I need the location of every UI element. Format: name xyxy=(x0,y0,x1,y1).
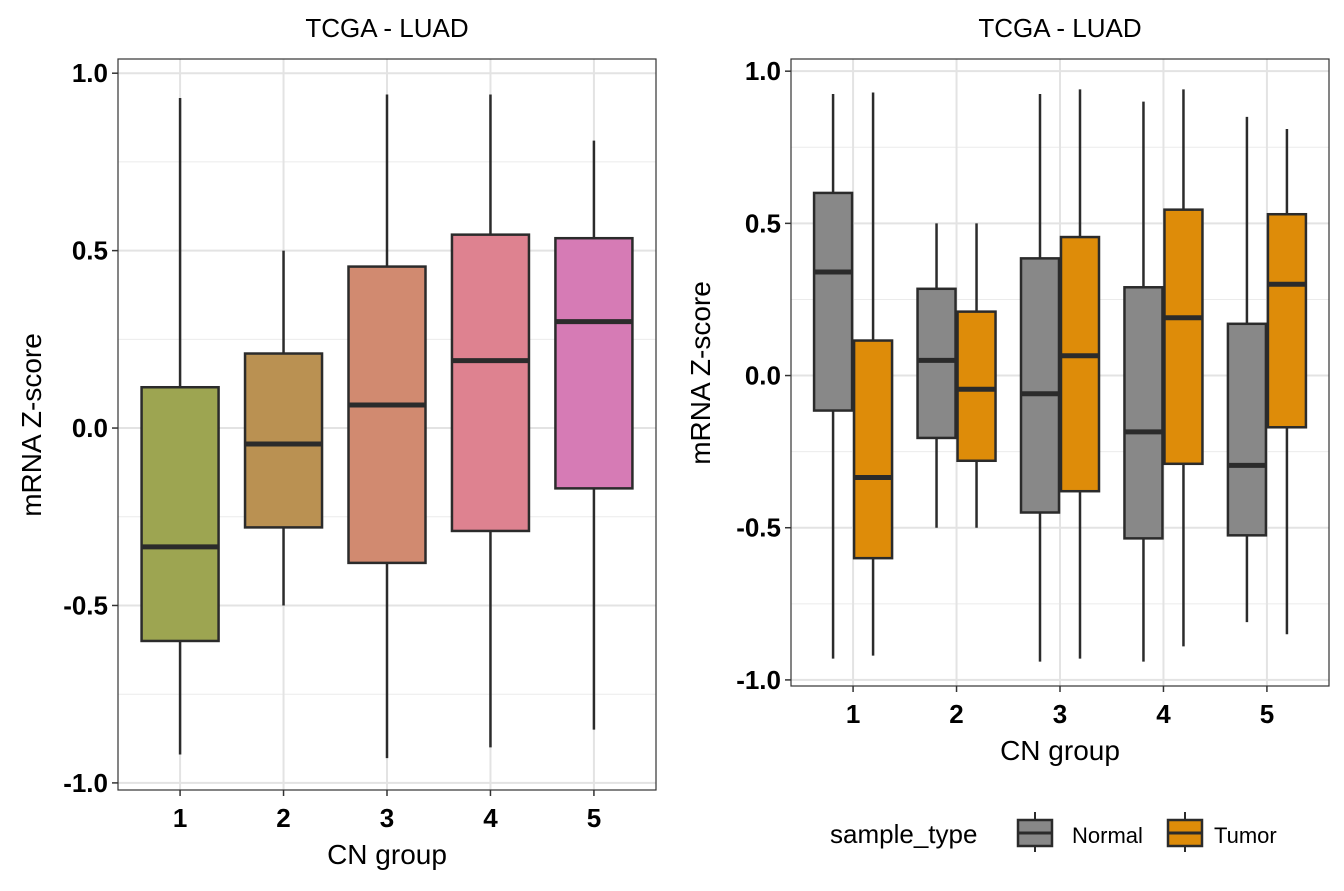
box-body xyxy=(1163,208,1204,466)
box-body xyxy=(140,385,220,643)
left-panel-title: TCGA - LUAD xyxy=(305,13,468,43)
left-y-axis-title: mRNA Z-score xyxy=(16,333,47,517)
y-tick-label: -0.5 xyxy=(736,513,781,543)
y-tick-label: -1.0 xyxy=(63,768,108,798)
legend-label-tumor: Tumor xyxy=(1214,823,1277,848)
box-tumor-cn2 xyxy=(956,223,997,528)
box-cn5 xyxy=(554,140,634,730)
box-body xyxy=(243,352,324,529)
box-body xyxy=(347,265,427,565)
x-tick-label: 5 xyxy=(587,803,601,833)
left-y-ticks: -1.0 -0.5 0.0 0.5 1.0 xyxy=(63,58,118,798)
box-tumor-cn1 xyxy=(852,92,894,656)
box-normal-cn2 xyxy=(916,223,957,528)
y-tick-label: 1.0 xyxy=(745,56,781,86)
box-cn1 xyxy=(140,98,220,755)
right-y-axis-title: mRNA Z-score xyxy=(685,281,716,465)
box-body xyxy=(852,339,894,560)
box-body xyxy=(1059,235,1101,493)
right-panel: TCGA - LUAD CN group mRNA Z-score -1.0 -0… xyxy=(685,13,1330,766)
y-tick-label: 0.0 xyxy=(745,361,781,391)
y-tick-label: 0.0 xyxy=(72,413,108,443)
box-normal-cn1 xyxy=(812,94,854,659)
x-tick-label: 5 xyxy=(1260,699,1274,729)
x-tick-label: 1 xyxy=(173,803,187,833)
box-tumor-cn5 xyxy=(1266,129,1308,635)
legend-label-normal: Normal xyxy=(1072,823,1143,848)
y-tick-label: 0.5 xyxy=(745,208,781,238)
box-normal-cn5 xyxy=(1226,116,1268,623)
x-tick-label: 3 xyxy=(380,803,394,833)
box-body xyxy=(554,236,634,490)
box-body xyxy=(1266,212,1308,429)
legend-title: sample_type xyxy=(830,819,977,849)
box-cn3 xyxy=(347,94,427,759)
left-boxes xyxy=(140,94,634,759)
box-normal-cn4 xyxy=(1123,101,1164,662)
right-x-ticks: 1 2 3 4 5 xyxy=(846,686,1274,729)
y-tick-label: -1.0 xyxy=(736,665,781,695)
left-panel: TCGA - LUAD CN group mRNA Z-score -1.0 -0… xyxy=(16,13,657,870)
box-body xyxy=(812,191,854,412)
x-tick-label: 4 xyxy=(483,803,498,833)
legend: sample_type Normal Tumor xyxy=(830,812,1277,852)
box-tumor-cn3 xyxy=(1059,89,1101,659)
legend-key-tumor xyxy=(1166,812,1204,852)
right-x-axis-title: CN group xyxy=(1000,735,1120,766)
box-normal-cn3 xyxy=(1019,94,1061,662)
y-tick-label: -0.5 xyxy=(63,590,108,620)
box-body xyxy=(1019,257,1061,514)
left-x-ticks: 1 2 3 4 5 xyxy=(173,790,601,833)
right-boxes xyxy=(812,89,1308,662)
right-y-ticks: -1.0 -0.5 0.0 0.5 1.0 xyxy=(736,56,791,695)
right-panel-title: TCGA - LUAD xyxy=(978,13,1141,43)
x-tick-label: 3 xyxy=(1053,699,1067,729)
y-tick-label: 0.5 xyxy=(72,236,108,266)
x-tick-label: 4 xyxy=(1156,699,1171,729)
legend-key-normal xyxy=(1016,812,1054,852)
x-tick-label: 1 xyxy=(846,699,860,729)
box-body xyxy=(916,287,957,440)
box-body xyxy=(450,233,531,533)
left-x-axis-title: CN group xyxy=(327,839,447,870)
box-body xyxy=(956,310,997,463)
y-tick-label: 1.0 xyxy=(72,58,108,88)
x-tick-label: 2 xyxy=(949,699,963,729)
box-cn2 xyxy=(243,250,324,606)
box-body xyxy=(1226,322,1268,537)
box-cn4 xyxy=(450,94,531,748)
box-body xyxy=(1123,286,1164,540)
box-tumor-cn4 xyxy=(1163,89,1204,647)
x-tick-label: 2 xyxy=(276,803,290,833)
